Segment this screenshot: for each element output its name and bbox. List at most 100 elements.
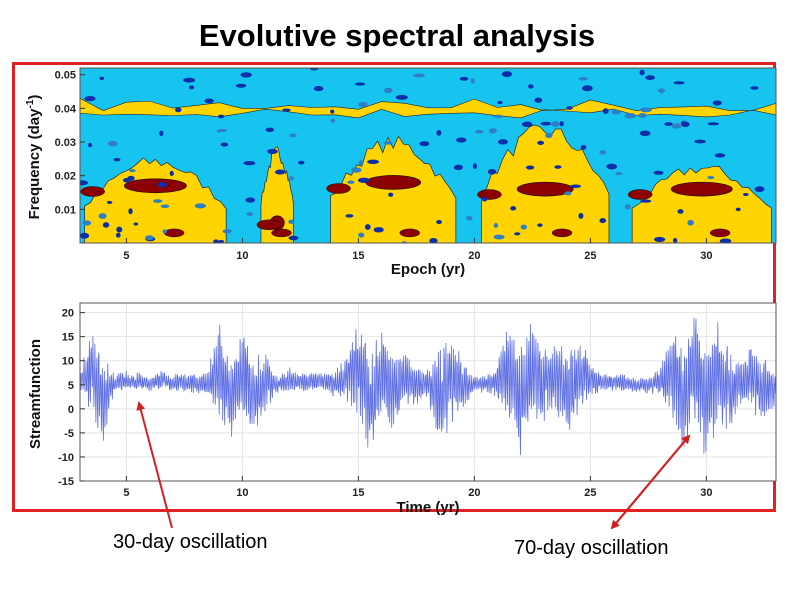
low-power-speck bbox=[358, 101, 368, 108]
streamfunction-y-tick-label: 15 bbox=[62, 332, 74, 344]
low-power-speck bbox=[145, 235, 154, 241]
low-power-speck bbox=[220, 142, 229, 147]
low-power-speck bbox=[106, 200, 113, 204]
low-power-speck bbox=[624, 204, 631, 210]
low-power-speck bbox=[664, 122, 673, 126]
low-power-speck bbox=[640, 107, 652, 113]
low-power-speck bbox=[534, 97, 543, 103]
low-power-speck bbox=[267, 148, 278, 154]
high-power-region bbox=[631, 165, 772, 243]
peak-power-core bbox=[365, 175, 422, 190]
low-power-speck bbox=[419, 141, 430, 147]
low-power-speck bbox=[750, 86, 759, 90]
low-power-speck bbox=[520, 224, 528, 230]
low-power-speck bbox=[287, 176, 295, 181]
low-power-speck bbox=[554, 165, 562, 169]
low-power-speck bbox=[413, 73, 425, 78]
low-power-speck bbox=[742, 192, 749, 197]
low-power-speck bbox=[714, 153, 726, 158]
peak-power-core bbox=[80, 186, 105, 197]
streamfunction-background bbox=[80, 303, 776, 481]
spectrum-y-tick-label: 0.01 bbox=[55, 204, 76, 216]
low-power-speck bbox=[497, 100, 503, 105]
low-power-speck bbox=[174, 107, 182, 113]
low-power-speck bbox=[219, 128, 227, 133]
low-power-speck bbox=[735, 207, 741, 212]
spectrum-x-ticks: 5 10 15 20 25 30 bbox=[123, 238, 713, 262]
low-power-speck bbox=[578, 77, 588, 81]
low-power-speck bbox=[570, 184, 582, 188]
low-power-speck bbox=[358, 177, 370, 183]
low-power-speck bbox=[459, 76, 469, 81]
low-power-speck bbox=[80, 232, 90, 239]
low-power-speck bbox=[580, 145, 587, 150]
streamfunction-x-tick-label: 10 bbox=[236, 487, 248, 499]
peak-power-core bbox=[670, 181, 733, 197]
peak-power-core bbox=[709, 228, 731, 238]
streamfunction-frame bbox=[79, 302, 777, 482]
spectrum-x-tick-label: 10 bbox=[236, 250, 248, 262]
peak-power-core bbox=[163, 228, 185, 238]
spectrum-y-ticks: 0.01 0.02 0.03 0.04 0.05 bbox=[55, 70, 85, 216]
low-power-speck bbox=[204, 98, 214, 104]
streamfunction-x-tick-label: 5 bbox=[123, 487, 129, 499]
streamfunction-y-tick-label: 5 bbox=[68, 380, 74, 392]
low-power-speck bbox=[246, 212, 254, 217]
low-power-speck bbox=[687, 219, 694, 226]
low-power-speck bbox=[115, 232, 121, 238]
spectrum-x-label: Epoch (yr) bbox=[391, 261, 465, 278]
peak-power-core bbox=[271, 228, 292, 238]
low-power-speck bbox=[265, 127, 275, 133]
low-power-speck bbox=[288, 219, 294, 224]
streamfunction-x-tick-label: 20 bbox=[468, 487, 480, 499]
low-power-speck bbox=[537, 223, 543, 227]
low-power-speck bbox=[217, 114, 225, 119]
slide-title: Evolutive spectral analysis bbox=[198, 18, 596, 53]
low-power-speck bbox=[243, 161, 256, 166]
low-power-speck bbox=[657, 88, 666, 93]
low-power-speck bbox=[578, 213, 584, 219]
low-power-speck bbox=[429, 237, 438, 243]
peak-power-core bbox=[477, 189, 502, 200]
low-power-speck bbox=[194, 203, 207, 209]
low-power-speck bbox=[84, 95, 96, 102]
streamfunction-x-tick-label: 25 bbox=[584, 487, 596, 499]
low-power-speck bbox=[169, 170, 174, 177]
streamfunction-series bbox=[80, 317, 776, 456]
spectrum-y-label-main: Frequency (day bbox=[26, 108, 43, 220]
spectrum-y-tick-label: 0.04 bbox=[55, 103, 77, 115]
low-power-speck bbox=[624, 112, 636, 119]
low-power-speck bbox=[653, 236, 666, 242]
low-power-speck bbox=[602, 108, 609, 114]
low-power-speck bbox=[309, 68, 319, 71]
low-power-speck bbox=[719, 238, 732, 243]
streamfunction-y-tick-label: 20 bbox=[62, 308, 74, 320]
low-power-speck bbox=[436, 130, 442, 136]
low-power-speck bbox=[639, 69, 645, 76]
streamfunction-x-tick-label: 30 bbox=[700, 487, 712, 499]
low-power-speck bbox=[289, 133, 297, 138]
spectrum-x-tick-label: 5 bbox=[123, 250, 129, 262]
low-power-speck bbox=[493, 234, 505, 240]
streamfunction-y-tick-label: -10 bbox=[58, 452, 74, 464]
low-power-speck bbox=[456, 137, 467, 143]
streamfunction-x-tick-label: 15 bbox=[352, 487, 364, 499]
low-power-speck bbox=[528, 84, 534, 89]
streamfunction-x-ticks: 5 10 15 20 25 30 bbox=[123, 476, 713, 499]
peak-power-core bbox=[551, 228, 573, 238]
low-power-speck bbox=[712, 100, 722, 106]
streamfunction-x-label: Time (yr) bbox=[396, 499, 459, 516]
low-power-speck bbox=[581, 85, 593, 92]
low-power-speck bbox=[383, 141, 393, 145]
low-power-speck bbox=[497, 139, 508, 145]
low-power-speck bbox=[235, 83, 247, 88]
streamfunction-y-tick-label: -15 bbox=[58, 476, 74, 488]
low-power-speck bbox=[545, 132, 553, 139]
upper-power-band bbox=[80, 97, 776, 119]
peak-power-core bbox=[256, 219, 282, 231]
low-power-speck bbox=[384, 87, 393, 94]
low-power-speck bbox=[677, 209, 684, 214]
low-power-speck bbox=[116, 226, 123, 233]
peak-power-core bbox=[399, 228, 420, 238]
